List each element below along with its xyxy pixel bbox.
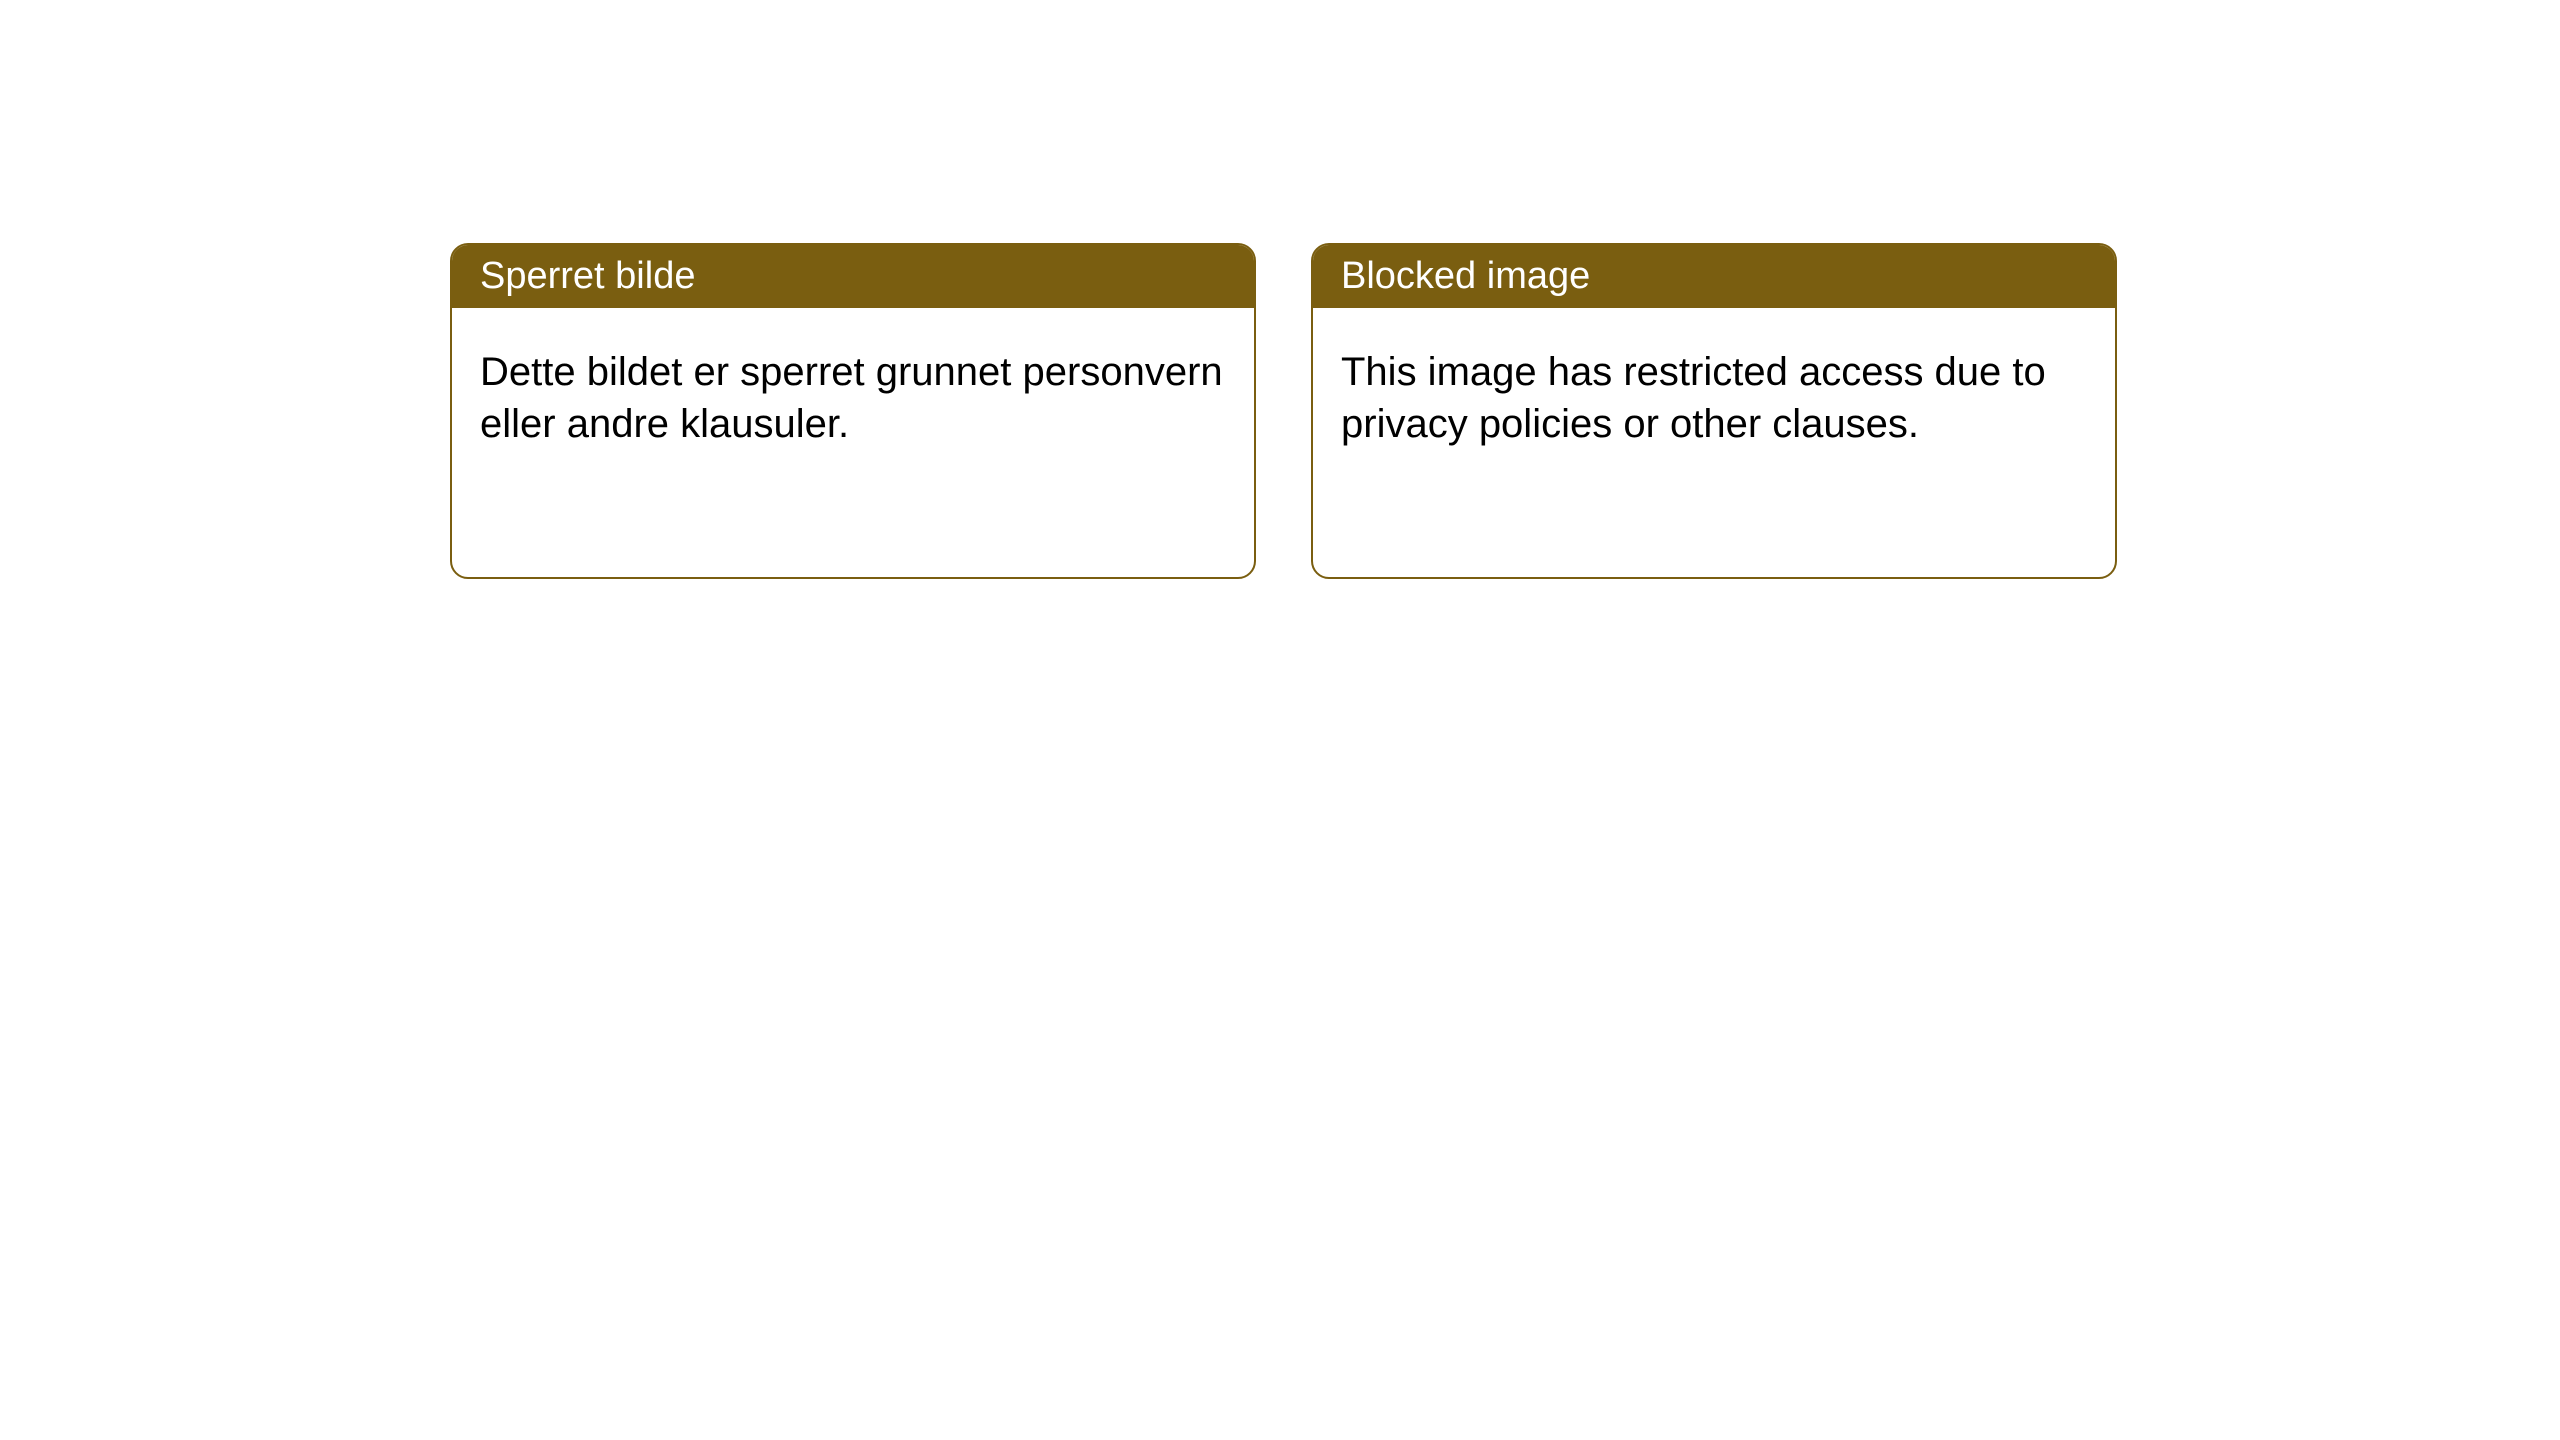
notice-header-no: Sperret bilde xyxy=(452,245,1254,308)
notice-container: Sperret bilde Dette bildet er sperret gr… xyxy=(450,243,2117,579)
notice-body-no: Dette bildet er sperret grunnet personve… xyxy=(452,308,1254,488)
notice-title-no: Sperret bilde xyxy=(480,255,695,297)
notice-text-en: This image has restricted access due to … xyxy=(1341,350,2046,446)
notice-title-en: Blocked image xyxy=(1341,255,1590,297)
notice-card-en: Blocked image This image has restricted … xyxy=(1311,243,2117,579)
notice-text-no: Dette bildet er sperret grunnet personve… xyxy=(480,350,1223,446)
notice-card-no: Sperret bilde Dette bildet er sperret gr… xyxy=(450,243,1256,579)
notice-header-en: Blocked image xyxy=(1313,245,2115,308)
notice-body-en: This image has restricted access due to … xyxy=(1313,308,2115,488)
